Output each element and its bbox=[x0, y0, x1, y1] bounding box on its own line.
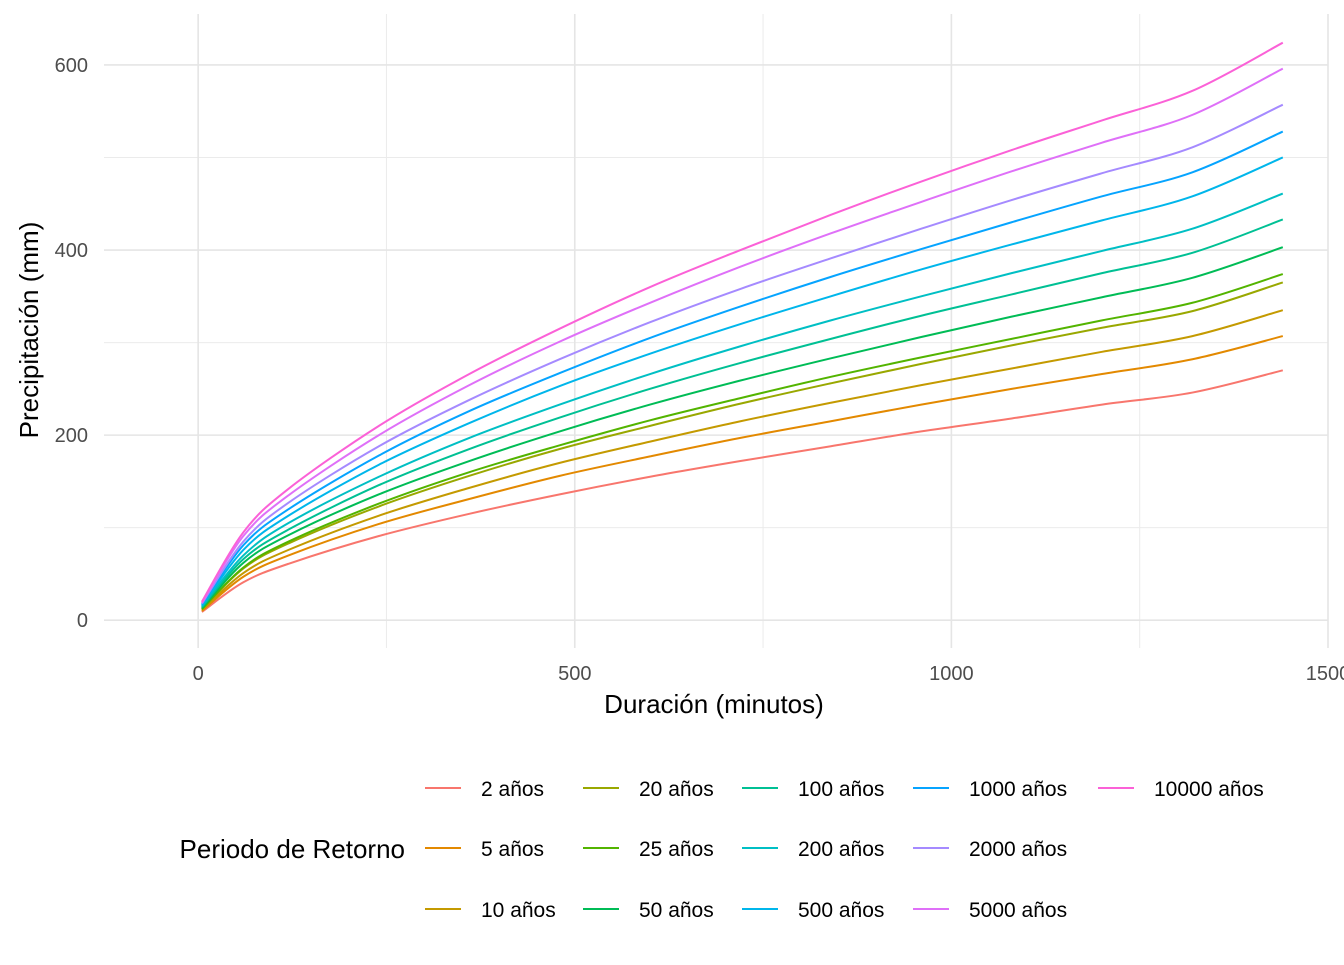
grid bbox=[104, 14, 1329, 648]
series-line bbox=[201, 309, 1284, 611]
series-line bbox=[201, 67, 1284, 604]
series-line bbox=[201, 335, 1284, 612]
y-axis-label: Precipitación (mm) bbox=[14, 222, 44, 439]
legend-label: 2000 años bbox=[969, 838, 1067, 861]
legend-label: 200 años bbox=[798, 838, 884, 861]
y-tick-label: 600 bbox=[55, 55, 88, 77]
series-line bbox=[201, 130, 1284, 606]
series-line bbox=[201, 103, 1284, 605]
series-line bbox=[201, 156, 1284, 607]
series-line bbox=[201, 218, 1284, 608]
legend-label: 5000 años bbox=[969, 899, 1067, 922]
legend-label: 500 años bbox=[798, 899, 884, 922]
legend-label: 100 años bbox=[798, 778, 884, 801]
legend-label: 1000 años bbox=[969, 778, 1067, 801]
legend-label: 10000 años bbox=[1154, 778, 1264, 801]
series-line bbox=[201, 369, 1284, 613]
y-tick-label: 400 bbox=[55, 240, 88, 262]
x-tick-label: 500 bbox=[558, 663, 591, 685]
y-tick-label: 0 bbox=[77, 610, 88, 632]
series-line bbox=[201, 273, 1284, 610]
legend-label: 20 años bbox=[639, 778, 714, 801]
legend-label: 10 años bbox=[481, 899, 556, 922]
legend-label: 5 años bbox=[481, 838, 544, 861]
series-line bbox=[201, 41, 1284, 603]
legend-label: 25 años bbox=[639, 838, 714, 861]
x-tick-label: 0 bbox=[193, 663, 204, 685]
series-line bbox=[201, 281, 1284, 610]
x-tick-label: 1000 bbox=[929, 663, 974, 685]
legend-label: 50 años bbox=[639, 899, 714, 922]
series-line bbox=[201, 246, 1284, 609]
legend-label: 2 años bbox=[481, 778, 544, 801]
series-line bbox=[201, 192, 1284, 607]
series-lines bbox=[201, 41, 1284, 613]
x-axis-label: Duración (minutos) bbox=[604, 689, 824, 719]
legend: Periodo de Retorno 2 años 5 años 10 años 20… bbox=[180, 778, 1264, 922]
legend-title: Periodo de Retorno bbox=[180, 834, 405, 864]
y-tick-label: 200 bbox=[55, 425, 88, 447]
